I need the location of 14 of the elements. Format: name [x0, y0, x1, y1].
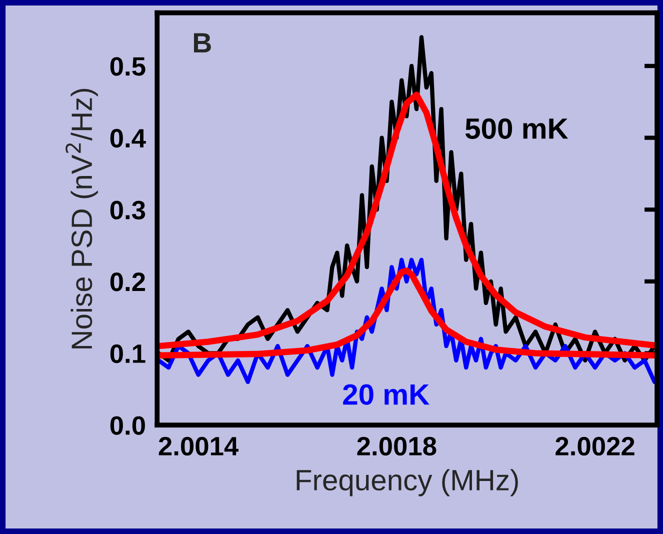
y-tick-label: 0.1 [110, 344, 146, 364]
y-tick-label: 0.2 [110, 272, 145, 292]
series-label: 500 mK [465, 118, 568, 139]
y-tick-label: 0.4 [110, 128, 146, 148]
series-label: 20 mK [343, 384, 430, 405]
y-tick-label: 0.5 [110, 57, 146, 76]
x-tick-label: 2.0014 [158, 436, 239, 456]
x-axis-title: Frequency (MHz) [296, 469, 518, 496]
x-tick-label: 2.0018 [357, 436, 436, 456]
y-tick-label: 0.3 [110, 200, 146, 220]
annotation: B [194, 33, 211, 52]
y-tick-label: 0.0 [110, 416, 145, 435]
x-tick-label: 2.0022 [556, 436, 634, 456]
y-axis-title: Noise PSD (nV$^{2}$/Hz) [66, 88, 98, 348]
